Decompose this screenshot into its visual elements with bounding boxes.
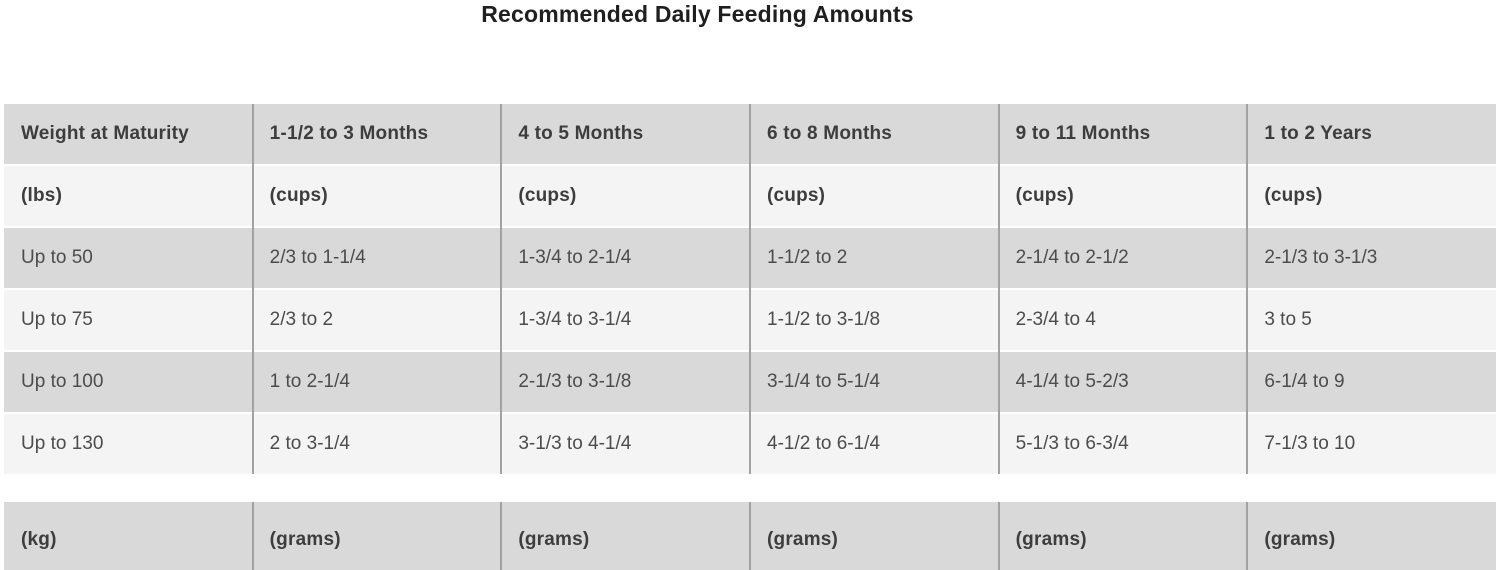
table-cell: (grams)	[1264, 528, 1336, 550]
table-cell: (cups)	[1015, 185, 1074, 206]
feeding-table-metric: (kg) (grams) (grams) (grams) (grams) (grams)	[4, 502, 1496, 570]
table-cell: 1-1/2 to 3-1/8	[767, 309, 881, 330]
column-divider	[1246, 502, 1249, 570]
column-divider	[749, 502, 751, 570]
table-cell: 2-1/4 to 2-1/2	[1015, 247, 1129, 268]
table-cell: Up to 50	[21, 247, 93, 268]
table-cell: Up to 100	[21, 371, 104, 392]
table-cell: 1-1/2 to 3 Months	[269, 123, 429, 144]
table-cell: 1-3/4 to 2-1/4	[518, 247, 632, 268]
table-cell: (cups)	[767, 185, 826, 206]
column-divider	[500, 104, 503, 474]
table-cell: 2/3 to 2	[269, 309, 334, 330]
column-divider	[997, 104, 1000, 474]
table-cell: 6-1/4 to 9	[1264, 371, 1345, 392]
table-cell: 2 to 3-1/4	[269, 433, 350, 454]
feeding-table-imperial: Weight at Maturity 1-1/2 to 3 Months 4 to …	[4, 104, 1496, 474]
table-cell: 7-1/3 to 10	[1264, 433, 1356, 454]
table-cell: (cups)	[518, 185, 577, 206]
table-cell: 2/3 to 1-1/4	[269, 247, 366, 268]
table-cell: Up to 130	[21, 433, 104, 454]
column-divider	[500, 502, 503, 570]
table-cell: 6 to 8 Months	[767, 123, 893, 144]
table-cell: (kg)	[21, 528, 57, 550]
table-cell: Up to 75	[21, 309, 93, 330]
table-cell: (grams)	[269, 528, 341, 550]
table-cell: 2-3/4 to 4	[1015, 309, 1096, 330]
table-cell: 9 to 11 Months	[1015, 123, 1151, 144]
table-cell: Weight at Maturity	[21, 123, 189, 144]
table-cell: 1 to 2-1/4	[269, 371, 350, 392]
table-cell: 4-1/4 to 5-2/3	[1015, 371, 1129, 392]
column-divider	[251, 502, 254, 570]
table-cell: 1-1/2 to 2	[767, 247, 848, 268]
column-divider	[749, 104, 751, 474]
table-cell: (grams)	[767, 528, 839, 550]
table-cell: 2-1/3 to 3-1/3	[1264, 247, 1378, 268]
table-cell: (grams)	[518, 528, 590, 550]
column-divider	[1246, 104, 1249, 474]
table-cell: 4 to 5 Months	[518, 123, 644, 144]
table-cell: 1 to 2 Years	[1264, 123, 1373, 144]
table-cell: 1-3/4 to 3-1/4	[518, 309, 632, 330]
table-cell: 3-1/3 to 4-1/4	[518, 433, 632, 454]
page-title: Recommended Daily Feeding Amounts	[481, 1, 914, 27]
table-cell: (cups)	[269, 185, 328, 206]
table-cell: (lbs)	[21, 185, 63, 206]
table-cell: 3-1/4 to 5-1/4	[767, 371, 881, 392]
table-cell: 2-1/3 to 3-1/8	[518, 371, 632, 392]
table-cell: 3 to 5	[1264, 309, 1312, 330]
column-divider	[251, 104, 254, 474]
table-cell: (grams)	[1015, 528, 1087, 550]
table-cell: 4-1/2 to 6-1/4	[767, 433, 881, 454]
column-divider	[997, 502, 1000, 570]
table-cell: 5-1/3 to 6-3/4	[1015, 433, 1129, 454]
table-cell: (cups)	[1264, 185, 1323, 206]
